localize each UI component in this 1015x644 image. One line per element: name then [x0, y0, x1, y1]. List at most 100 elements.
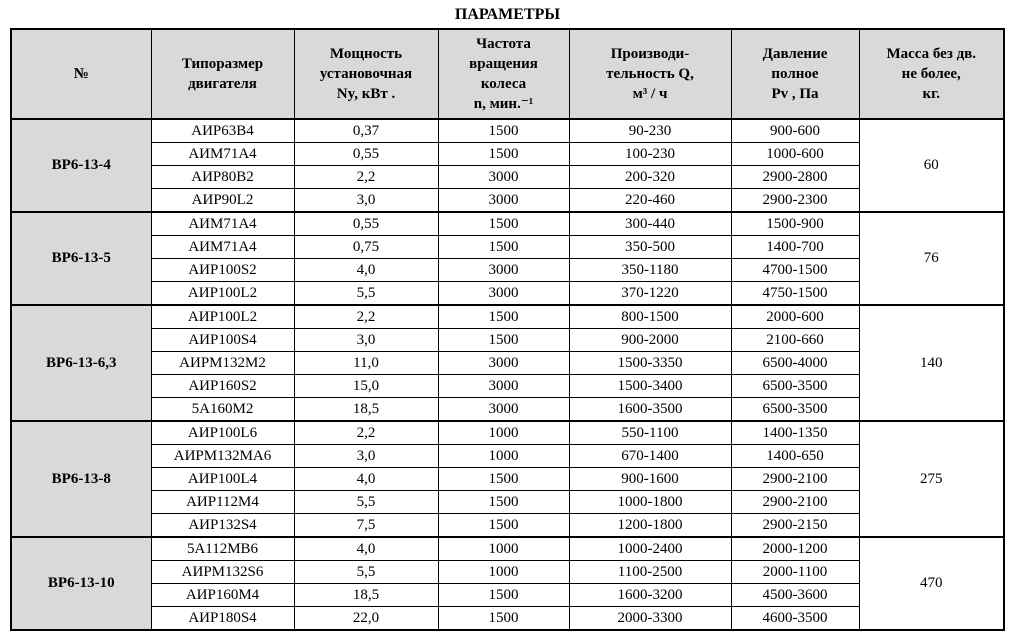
power-cell: 18,5	[293, 397, 439, 422]
table-row: АИР160S2 15,0 3000 1500-3400 6500-3500	[11, 374, 1004, 398]
table-row: ВР6-13-4 АИР63В4 0,37 1500 90-230 900-600 60	[10, 118, 1005, 213]
pressure-cell: 4500-3600	[730, 583, 860, 607]
flow-cell: 90-230	[568, 118, 732, 143]
speed-cell: 3000	[437, 188, 570, 213]
power-cell: 2,2	[293, 304, 439, 329]
speed-cell: 3000	[437, 281, 570, 306]
pressure-cell: 2900-2100	[730, 490, 860, 514]
speed-cell: 3000	[437, 258, 570, 282]
table-row: АИМ71А4 0,55 1500 100-230 1000-600	[11, 142, 1004, 166]
motor-type-cell: АИМ71А4	[150, 211, 295, 236]
speed-cell: 1500	[437, 304, 570, 329]
table-row: АИР132S4 7,5 1500 1200-1800 2900-2150	[11, 513, 1004, 538]
speed-cell: 3000	[437, 397, 570, 422]
mass-value: 470	[858, 536, 1005, 631]
table-row: АИР90L2 3,0 3000 220-460 2900-2300	[11, 188, 1004, 213]
table-row: ВР6-13-6,3 АИР100L2 2,2 1500 800-1500 2000-60…	[10, 304, 1005, 422]
speed-cell: 1500	[437, 235, 570, 259]
power-cell: 2,2	[293, 165, 439, 189]
pressure-cell: 2000-1200	[730, 536, 860, 561]
flow-cell: 1200-1800	[568, 513, 732, 538]
pressure-cell: 2900-2300	[730, 188, 860, 213]
speed-cell: 1500	[437, 467, 570, 491]
group-label: ВР6-13-6,3	[10, 304, 152, 422]
pressure-cell: 2000-600	[730, 304, 860, 329]
power-cell: 2,2	[293, 420, 439, 445]
power-cell: 5,5	[293, 281, 439, 306]
power-cell: 3,0	[293, 444, 439, 468]
power-cell: 4,0	[293, 258, 439, 282]
group-label: ВР6-13-4	[10, 118, 152, 213]
motor-type-cell: 5А112МВ6	[150, 536, 295, 561]
table-body: ВР6-13-4 АИР63В4 0,37 1500 90-230 900-600 60 АИ…	[10, 118, 1005, 631]
pressure-cell: 900-600	[730, 118, 860, 143]
table-row: АИРМ132М2 11,0 3000 1500-3350 6500-4000	[11, 351, 1004, 375]
flow-cell: 200-320	[568, 165, 732, 189]
flow-cell: 1600-3200	[568, 583, 732, 607]
motor-type-cell: АИР112М4	[150, 490, 295, 514]
speed-cell: 3000	[437, 374, 570, 398]
table-row: АИР100L4 4,0 1500 900-1600 2900-2100	[11, 467, 1004, 491]
power-cell: 18,5	[293, 583, 439, 607]
motor-type-cell: АИМ71А4	[150, 142, 295, 166]
table-row: АИР100S2 4,0 3000 350-1180 4700-1500	[11, 258, 1004, 282]
col-header-power: Мощность установочная Ny, кВт .	[293, 28, 439, 120]
speed-cell: 1000	[437, 420, 570, 445]
flow-cell: 900-2000	[568, 328, 732, 352]
flow-cell: 100-230	[568, 142, 732, 166]
table-row: АИРМ132S6 5,5 1000 1100-2500 2000-1100	[11, 560, 1004, 584]
speed-cell: 1500	[437, 513, 570, 538]
motor-type-cell: АИМ71А4	[150, 235, 295, 259]
pressure-cell: 2900-2800	[730, 165, 860, 189]
power-cell: 3,0	[293, 328, 439, 352]
speed-cell: 1500	[437, 142, 570, 166]
speed-cell: 1000	[437, 560, 570, 584]
group-label: ВР6-13-8	[10, 420, 152, 538]
speed-cell: 1500	[437, 490, 570, 514]
pressure-cell: 6500-3500	[730, 374, 860, 398]
pressure-cell: 1000-600	[730, 142, 860, 166]
speed-cell: 1000	[437, 536, 570, 561]
flow-cell: 370-1220	[568, 281, 732, 306]
flow-cell: 220-460	[568, 188, 732, 213]
speed-cell: 3000	[437, 165, 570, 189]
speed-cell: 1500	[437, 118, 570, 143]
power-cell: 11,0	[293, 351, 439, 375]
flow-cell: 1000-1800	[568, 490, 732, 514]
pressure-cell: 4600-3500	[730, 606, 860, 631]
table-row: ВР6-13-8 АИР100L6 2,2 1000 550-1100 1400-1350…	[10, 420, 1005, 538]
speed-cell: 1500	[437, 583, 570, 607]
table-row: АИР100L2 5,5 3000 370-1220 4750-1500	[11, 281, 1004, 306]
motor-type-cell: АИР100L2	[150, 281, 295, 306]
table-row: АИР80В2 2,2 3000 200-320 2900-2800	[11, 165, 1004, 189]
pressure-cell: 6500-4000	[730, 351, 860, 375]
motor-type-cell: АИР160М4	[150, 583, 295, 607]
power-cell: 0,55	[293, 211, 439, 236]
col-header-flow-rate: Производи- тельность Q, м³ / ч	[568, 28, 732, 120]
flow-cell: 1500-3400	[568, 374, 732, 398]
flow-cell: 670-1400	[568, 444, 732, 468]
mass-value: 60	[858, 118, 1005, 213]
col-header-number: №	[10, 28, 152, 120]
flow-cell: 1100-2500	[568, 560, 732, 584]
col-header-pressure: Давление полное Pv , Па	[730, 28, 860, 120]
table-row: АИМ71А4 0,75 1500 350-500 1400-700	[11, 235, 1004, 259]
pressure-cell: 1500-900	[730, 211, 860, 236]
table-row: 5А160М2 18,5 3000 1600-3500 6500-3500	[11, 397, 1004, 422]
flow-cell: 550-1100	[568, 420, 732, 445]
motor-type-cell: АИР100S4	[150, 328, 295, 352]
table-row: ВР6-13-5 АИМ71А4 0,55 1500 300-440 1500-900 76	[10, 211, 1005, 306]
power-cell: 0,75	[293, 235, 439, 259]
speed-cell: 1500	[437, 211, 570, 236]
parameters-table: № Типоразмер двигателя Мощность установо…	[10, 28, 1005, 631]
pressure-cell: 4750-1500	[730, 281, 860, 306]
col-header-rotation-speed: Частота вращения колеса n, мин.⁻¹	[437, 28, 570, 120]
flow-cell: 900-1600	[568, 467, 732, 491]
pressure-cell: 4700-1500	[730, 258, 860, 282]
motor-type-cell: АИРМ132S6	[150, 560, 295, 584]
motor-type-cell: АИР90L2	[150, 188, 295, 213]
flow-cell: 300-440	[568, 211, 732, 236]
power-cell: 0,55	[293, 142, 439, 166]
speed-cell: 3000	[437, 351, 570, 375]
table-row: АИР112М4 5,5 1500 1000-1800 2900-2100	[11, 490, 1004, 514]
